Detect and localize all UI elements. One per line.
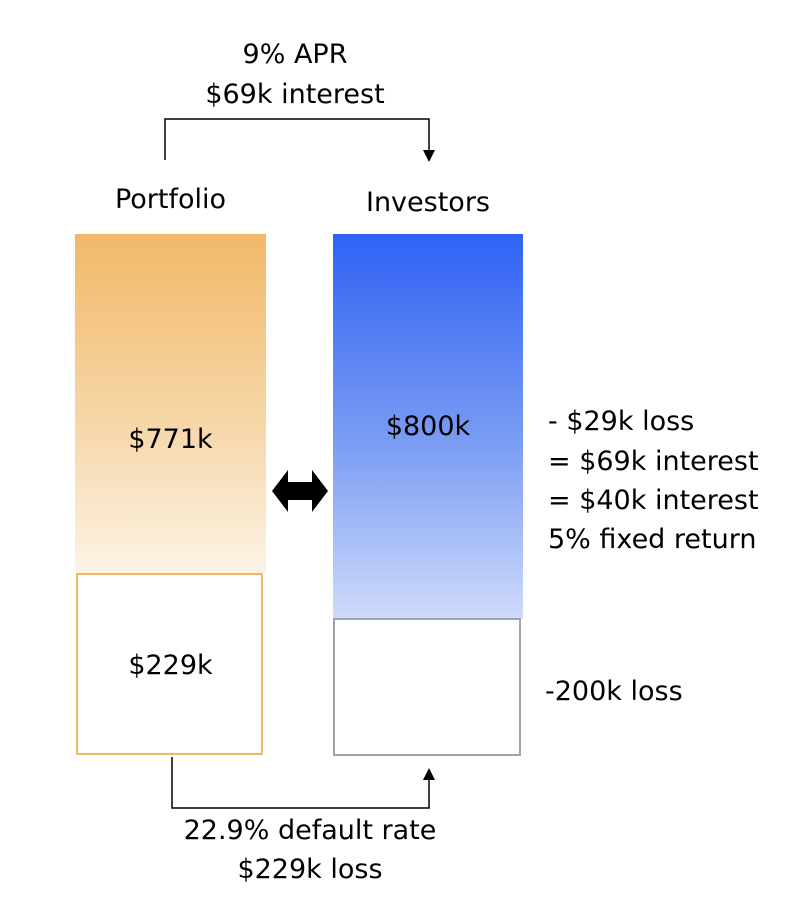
investor-loss-label: -200k loss (545, 676, 683, 707)
explanation-line-net-interest: = $40k interest (548, 485, 759, 516)
investors-title: Investors (365, 187, 490, 218)
top-connector-line (164, 118, 430, 160)
portfolio-loss-box (76, 573, 263, 755)
portfolio-title: Portfolio (114, 184, 227, 215)
explanation-line-interest: = $69k interest (548, 446, 759, 477)
bottom-flow-default-rate-label: 22.9% default rate (183, 815, 437, 846)
top-connector-arrowhead (423, 150, 435, 162)
portfolio-value-bar (75, 234, 266, 573)
investors-loss-box (333, 618, 521, 756)
bottom-connector-arrowhead (423, 768, 435, 780)
explanation-line-loss: - $29k loss (548, 406, 695, 437)
top-flow-interest-label: $69k interest (205, 79, 385, 110)
investors-value-label: $800k (385, 411, 471, 442)
explanation-line-fixed-return: 5% fixed return (548, 524, 757, 555)
bottom-flow-loss-label: $229k loss (237, 854, 383, 885)
double-arrow-icon (272, 470, 328, 512)
portfolio-loss-label: $229k (128, 650, 213, 681)
bottom-connector-line (171, 757, 430, 809)
investors-value-bar (333, 234, 523, 619)
top-flow-rate-label: 9% APR (242, 39, 348, 70)
portfolio-value-label: $771k (128, 424, 213, 455)
